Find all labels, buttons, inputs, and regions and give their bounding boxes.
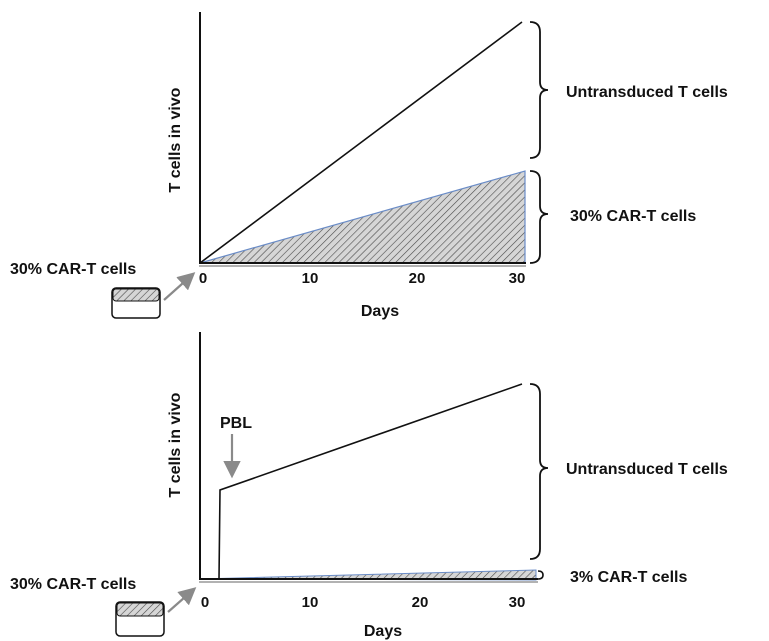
panel-bottom: PBL 0 10 20 30 Days T cells in vivo Untr… — [10, 332, 728, 640]
input-label-top: 30% CAR-T cells — [10, 261, 136, 278]
x-tick-0-bottom: 0 — [201, 594, 209, 611]
x-tick-10-bottom: 10 — [302, 594, 319, 611]
pbl-label: PBL — [220, 415, 252, 432]
total-t-cell-line-top — [199, 21, 523, 264]
brace-untransduced-top — [529, 21, 549, 159]
input-arrow-bottom — [167, 587, 197, 613]
x-axis-title-top: Days — [361, 303, 399, 320]
x-tick-20-top: 20 — [409, 270, 426, 287]
cell-vial-icon-bottom — [115, 601, 165, 637]
input-arrow-top — [163, 272, 196, 301]
cell-vial-icon-top — [111, 287, 161, 319]
x-tick-0-top: 0 — [199, 270, 207, 287]
input-label-bottom: 30% CAR-T cells — [10, 576, 136, 593]
brace-untransduced-bottom — [529, 383, 549, 560]
label-untransduced-top: Untransduced T cells — [566, 84, 728, 101]
x-tick-30-top: 30 — [509, 270, 526, 287]
car-t-wedge-top — [199, 170, 526, 264]
x-tick-10-top: 10 — [302, 270, 319, 287]
x-tick-30-bottom: 30 — [509, 594, 526, 611]
label-car-t-bottom: 3% CAR-T cells — [570, 569, 687, 586]
total-t-cell-line-bottom — [218, 383, 523, 580]
x-tick-20-bottom: 20 — [412, 594, 429, 611]
x-axis-title-bottom: Days — [364, 623, 402, 640]
panel-top: 0 10 20 30 Days T cells in vivo Untransd… — [10, 12, 728, 320]
y-axis-title-bottom: T cells in vivo — [167, 392, 184, 497]
brace-car-t-bottom — [537, 570, 544, 580]
label-car-t-top: 30% CAR-T cells — [570, 208, 696, 225]
brace-car-t-top — [529, 170, 549, 264]
label-untransduced-bottom: Untransduced T cells — [566, 461, 728, 478]
y-axis-title-top: T cells in vivo — [167, 87, 184, 192]
